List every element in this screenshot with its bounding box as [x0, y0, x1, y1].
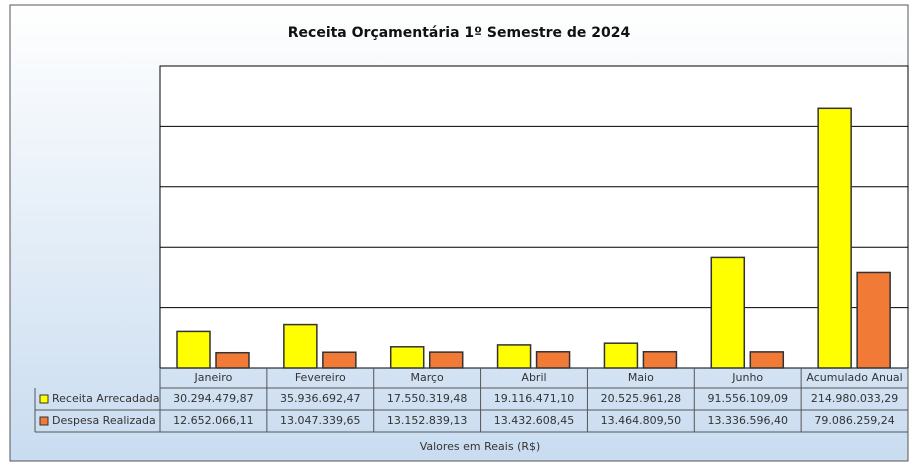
- data-label: 13.432.608,45: [494, 414, 574, 427]
- legend-swatch: [39, 416, 49, 426]
- bar: [535, 351, 571, 369]
- data-label: 13.047.339,65: [280, 414, 360, 427]
- bar: [176, 330, 211, 369]
- x-axis-label: Valores em Reais (R$): [420, 440, 541, 453]
- bar: [496, 344, 532, 369]
- bar: [817, 107, 852, 369]
- data-label: 13.336.596,40: [707, 414, 787, 427]
- chart-title: Receita Orçamentária 1º Semestre de 2024: [288, 25, 631, 41]
- bar: [603, 342, 639, 369]
- data-label: 91.556.109,09: [707, 392, 787, 405]
- plot-area: [159, 65, 909, 369]
- bar: [749, 351, 785, 369]
- x-tick-label: Fevereiro: [295, 371, 346, 384]
- x-tick-label: Janeiro: [194, 371, 233, 384]
- data-label: 12.652.066,11: [173, 414, 253, 427]
- bar: [389, 346, 425, 369]
- x-tick-label: Abril: [521, 371, 546, 384]
- data-label: 35.936.692,47: [280, 392, 360, 405]
- x-tick-label: Março: [410, 371, 444, 384]
- bar: [283, 323, 318, 369]
- legend-label: Receita Arrecadada: [52, 392, 159, 405]
- data-label: 214.980.033,29: [811, 392, 898, 405]
- data-label: 20.525.961,28: [601, 392, 681, 405]
- data-label: 13.464.809,50: [601, 414, 681, 427]
- bar: [428, 351, 464, 369]
- data-label: 19.116.471,10: [494, 392, 574, 405]
- x-tick-label: Junho: [731, 371, 763, 384]
- x-tick-label: Maio: [628, 371, 654, 384]
- data-label: 17.550.319,48: [387, 392, 467, 405]
- bar: [215, 351, 250, 369]
- bar: [710, 256, 746, 369]
- data-label: 30.294.479,87: [173, 392, 253, 405]
- legend-swatch: [39, 394, 49, 404]
- legend-label: Despesa Realizada: [52, 414, 156, 427]
- data-label: 13.152.839,13: [387, 414, 467, 427]
- bar: [642, 350, 678, 369]
- bar: [856, 271, 891, 369]
- x-tick-label: Acumulado Anual: [806, 371, 902, 384]
- bar: [322, 351, 357, 369]
- data-label: 79.086.259,24: [814, 414, 894, 427]
